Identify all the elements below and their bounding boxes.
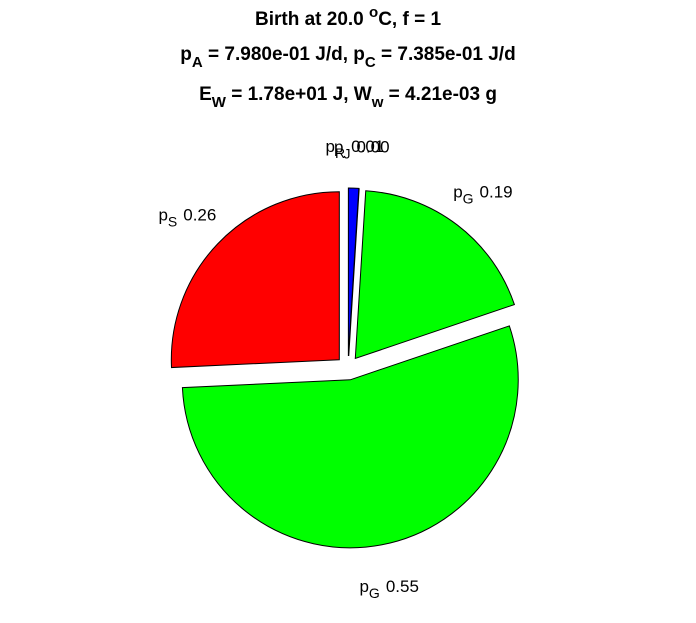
label-sub: G — [463, 191, 474, 207]
label-value: 0.19 — [480, 183, 513, 202]
label-sub: J — [343, 145, 350, 161]
pie-slice — [354, 190, 516, 360]
chart-title: Birth at 20.0 oC, f = 1 — [255, 4, 441, 30]
title-segment: p — [180, 44, 192, 65]
title-segment: E — [199, 84, 212, 105]
title-segment: A — [192, 54, 203, 71]
label-name: p — [359, 577, 368, 596]
slice-label: pS 0.26 — [158, 206, 216, 230]
label-value: 0.01 — [351, 137, 384, 156]
title-segment: w — [371, 94, 384, 111]
slice-label: pG 0.55 — [359, 577, 418, 601]
title-segment: = 4.21e-03 g — [383, 84, 497, 105]
label-value: 0.55 — [386, 577, 419, 596]
label-sub: G — [369, 585, 380, 601]
title-segment: Birth at 20.0 — [255, 9, 369, 30]
label-value: 0.26 — [183, 206, 216, 225]
slice-label: pJ 0.00 — [334, 137, 390, 161]
slice-label: pR 0.01 — [326, 137, 385, 161]
chart-title: EW = 1.78e+01 J, Ww = 4.21e-03 g — [199, 84, 497, 111]
title-segment: = 1.78e+01 J, W — [226, 84, 372, 105]
label-name: p — [158, 206, 167, 225]
pie-slice — [181, 325, 519, 549]
label-sub: S — [168, 214, 177, 230]
pie-slice — [170, 191, 340, 369]
chart-title: pA = 7.980e-01 J/d, pC = 7.385e-01 J/d — [180, 44, 515, 71]
title-segment: = 7.385e-01 J/d — [376, 44, 516, 65]
title-segment: o — [369, 4, 378, 21]
label-name: p — [334, 137, 343, 156]
label-name: p — [453, 183, 462, 202]
title-segment: C — [365, 54, 376, 71]
label-sub: R — [335, 145, 345, 161]
title-segment: = 7.980e-01 J/d, p — [203, 44, 365, 65]
label-name: p — [326, 137, 335, 156]
label-value: 0.00 — [356, 137, 389, 156]
title-segment: C, f = 1 — [378, 9, 441, 30]
slice-label: pG 0.19 — [453, 183, 512, 207]
title-segment: W — [212, 94, 227, 111]
